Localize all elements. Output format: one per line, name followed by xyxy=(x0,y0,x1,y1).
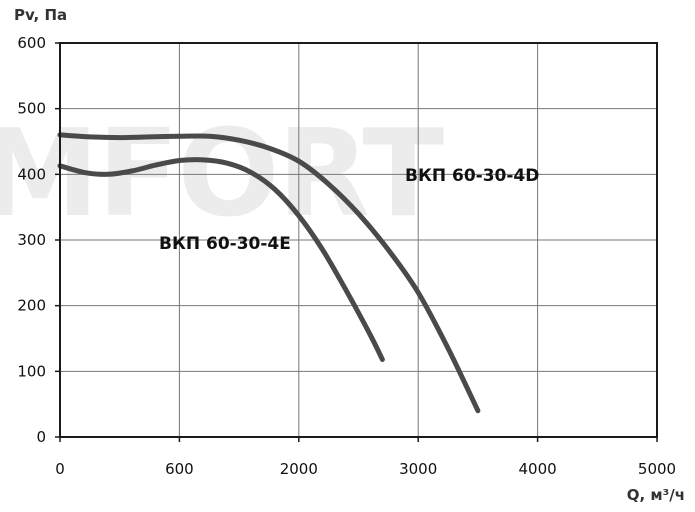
series-line-4e xyxy=(57,157,385,362)
y-tick-label: 100 xyxy=(17,362,46,380)
y-tick-label: 300 xyxy=(17,231,46,249)
x-axis-label: Q, м³/ч xyxy=(627,486,685,504)
plot-frame xyxy=(59,42,658,438)
grid-lines xyxy=(55,42,658,442)
series-label-4e: ВКП 60-30-4E xyxy=(159,234,291,254)
y-tick-label: 400 xyxy=(17,165,46,183)
x-tick-label: 5000 xyxy=(638,460,676,478)
y-axis-label: Pv, Па xyxy=(14,6,67,24)
x-tick-label: 4000 xyxy=(519,460,557,478)
x-tick-label: 2000 xyxy=(280,460,318,478)
x-tick-label: 0 xyxy=(55,460,65,478)
y-tick-label: 600 xyxy=(17,34,46,52)
tick-labels: 0 600 2000 3000 4000 5000 0 100 200 300 400 500 600 xyxy=(17,34,676,478)
series-layer xyxy=(57,132,481,414)
y-tick-label: 200 xyxy=(17,297,46,315)
x-tick-label: 600 xyxy=(165,460,194,478)
y-tick-label: 0 xyxy=(36,428,46,446)
series-line-4d xyxy=(57,132,481,414)
series-label-4d: ВКП 60-30-4D xyxy=(405,166,539,186)
y-tick-label: 500 xyxy=(17,100,46,118)
x-tick-label: 3000 xyxy=(399,460,437,478)
